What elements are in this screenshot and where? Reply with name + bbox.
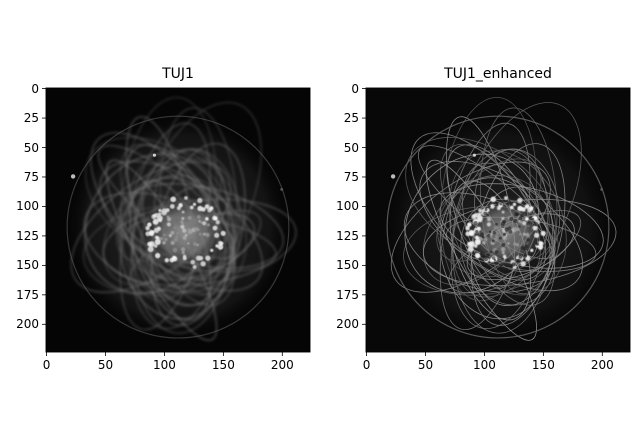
x-tick-label: 100 [472,358,496,372]
y-tick-label: 25 [343,111,359,126]
microscopy-image-0 [46,88,310,352]
y-tick-label: 200 [16,317,39,332]
y-tick-label: 200 [336,317,359,332]
x-tick-label: 0 [42,358,51,372]
x-tick-label: 150 [211,358,235,372]
panel-title-tuj1-enhanced: TUJ1_enhanced [444,66,552,82]
x-tick-label: 0 [362,358,371,372]
y-tick-label: 125 [336,228,359,243]
y-tick-label: 100 [336,199,359,214]
axes-frame-0 [45,87,311,353]
panel-title-tuj1: TUJ1 [162,66,194,82]
x-tick-label: 100 [152,358,176,372]
y-tick-label: 125 [16,228,39,243]
y-tick-label: 0 [31,81,39,96]
y-tick-label: 25 [23,111,39,126]
y-tick-label: 150 [16,258,39,273]
y-tick-label: 75 [343,169,359,184]
y-tick-label: 50 [23,140,39,155]
x-tick-label: 200 [590,358,614,372]
y-tick-label: 0 [351,81,359,96]
y-tick-label: 50 [343,140,359,155]
microscopy-image-1 [366,88,630,352]
x-tick-label: 150 [531,358,555,372]
axes-frame-1 [365,87,631,353]
x-tick-label: 200 [270,358,294,372]
y-tick-label: 75 [23,169,39,184]
x-tick-label: 50 [97,358,114,372]
y-tick-label: 100 [16,199,39,214]
x-tick-label: 50 [417,358,434,372]
y-tick-label: 150 [336,258,359,273]
y-tick-label: 175 [16,287,39,302]
y-tick-label: 175 [336,287,359,302]
